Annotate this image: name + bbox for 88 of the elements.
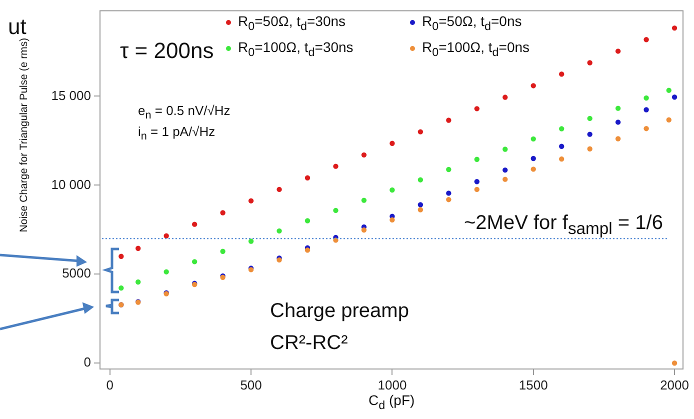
point xyxy=(164,233,169,238)
y-axis-title: Noise Charge for Triangular Pulse (e rms) xyxy=(18,38,30,232)
point xyxy=(644,95,649,101)
point xyxy=(276,186,282,192)
point xyxy=(530,83,536,88)
point xyxy=(615,106,621,111)
point xyxy=(361,227,367,233)
point xyxy=(361,152,367,158)
point xyxy=(666,117,672,122)
point xyxy=(502,146,508,152)
point xyxy=(446,197,452,202)
x-tick-label: 1500 xyxy=(518,377,548,392)
point xyxy=(644,126,649,132)
point xyxy=(644,37,649,42)
point xyxy=(446,118,452,123)
point xyxy=(666,88,672,93)
y-tick-label: 10 000 xyxy=(51,176,91,192)
legend-label: R$_{0}$=50Ω, t$_{d}$=30ns xyxy=(237,13,346,34)
point xyxy=(530,136,536,142)
point xyxy=(361,198,367,203)
point xyxy=(446,166,452,172)
point xyxy=(248,238,254,244)
point xyxy=(474,106,480,112)
point xyxy=(672,94,678,100)
point xyxy=(220,210,226,216)
point xyxy=(559,72,564,77)
text: ut xyxy=(8,14,26,39)
point xyxy=(418,207,424,212)
point xyxy=(333,164,338,169)
point xyxy=(672,360,678,366)
x-tick-label: 1000 xyxy=(378,377,407,392)
point xyxy=(136,279,141,285)
legend-label: R$_{0}$=50Ω, t$_{d}$=0ns xyxy=(421,13,522,34)
point xyxy=(587,60,592,66)
point xyxy=(587,116,592,122)
point xyxy=(164,269,169,274)
point xyxy=(192,259,198,264)
point xyxy=(248,198,254,204)
point xyxy=(672,25,678,31)
point xyxy=(587,146,592,152)
annotation: i$_{n}$ = 1 pA/√Hz xyxy=(138,124,216,144)
point xyxy=(530,166,536,172)
point xyxy=(390,217,395,222)
point xyxy=(390,140,395,146)
point xyxy=(220,248,226,254)
point xyxy=(390,187,395,193)
point xyxy=(474,179,480,184)
point xyxy=(502,94,508,100)
point xyxy=(136,246,141,251)
point xyxy=(615,120,621,125)
point xyxy=(192,222,198,227)
point xyxy=(530,156,536,162)
x-tick-label: 500 xyxy=(240,377,262,392)
point xyxy=(587,132,592,137)
annotation: CR²-RC² xyxy=(270,332,348,355)
y-tick-label: 15 000 xyxy=(51,88,91,103)
point xyxy=(474,186,480,192)
point xyxy=(418,129,424,134)
x-tick-label: 0 xyxy=(106,377,114,392)
legend-label: R$_{0}$=100Ω, t$_{d}$=30ns xyxy=(237,39,354,60)
point xyxy=(276,228,282,234)
point xyxy=(502,176,508,182)
x-axis-title: C$_{d}$ (pF) xyxy=(368,392,415,412)
annotation: Charge preamp xyxy=(270,300,409,323)
point xyxy=(304,248,310,253)
point xyxy=(559,156,564,162)
point xyxy=(615,48,621,54)
point xyxy=(304,175,310,180)
annotation: τ = 200ns xyxy=(120,38,214,64)
point xyxy=(502,167,508,173)
y-tick-label: 5000 xyxy=(62,266,91,281)
point xyxy=(615,136,621,142)
point xyxy=(644,107,649,112)
point xyxy=(559,144,564,149)
point xyxy=(418,177,424,182)
point xyxy=(559,126,564,132)
y-tick-label: 0 xyxy=(84,354,91,370)
point xyxy=(304,218,310,224)
point xyxy=(418,202,424,208)
x-tick-label: 2000 xyxy=(660,377,689,392)
point xyxy=(474,156,480,162)
annotation: e$_{n}$ = 0.5 nV/√Hz xyxy=(138,103,230,122)
point xyxy=(118,254,124,259)
point xyxy=(118,285,124,291)
annotation: ~2MeV for f$_{sampl}$ = 1/6 xyxy=(464,212,663,238)
point xyxy=(446,190,452,196)
point xyxy=(333,208,338,214)
legend-label: R$_{0}$=100Ω, t$_{d}$=0ns xyxy=(421,39,530,60)
